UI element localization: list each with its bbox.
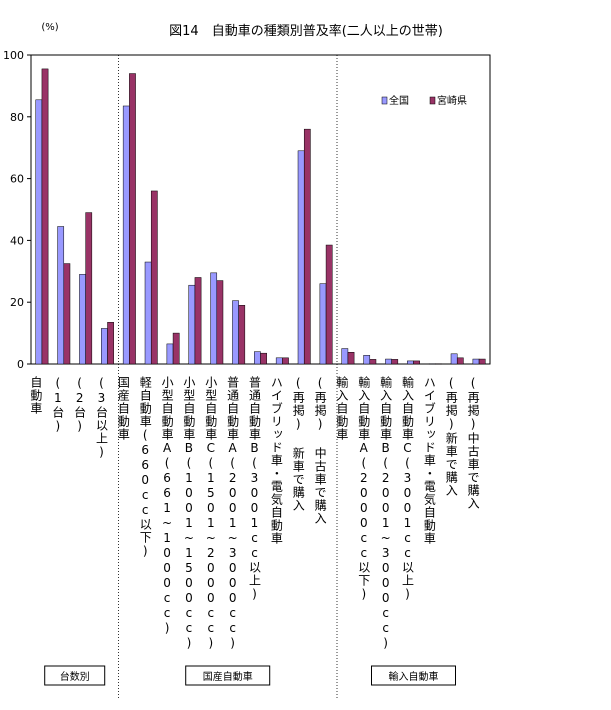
group-label: 台数別 bbox=[60, 670, 90, 683]
legend-swatch bbox=[381, 96, 388, 105]
legend: 全国 宮崎県 bbox=[381, 94, 467, 107]
bar-national bbox=[450, 353, 458, 365]
bar-national bbox=[254, 351, 261, 365]
x-tick-label: 小型自動車B(1001~1500cc) bbox=[182, 376, 196, 651]
x-tick-label: 自動車 bbox=[29, 376, 43, 415]
bar-national bbox=[428, 363, 436, 365]
bar-miyazaki bbox=[369, 359, 377, 365]
x-tick-label: 小型自動車C(1501~2000cc) bbox=[204, 376, 218, 651]
bar-national bbox=[297, 150, 305, 365]
x-tick-label: (再掲)中古車で購入 bbox=[466, 376, 480, 510]
bar-national bbox=[101, 328, 108, 365]
bar-miyazaki bbox=[41, 68, 49, 365]
bar-national bbox=[122, 105, 130, 365]
group-separators bbox=[118, 55, 338, 700]
bar-miyazaki bbox=[413, 360, 420, 365]
y-tick-label: 80 bbox=[10, 111, 24, 124]
x-tick-label: (再掲) 新車で購入 bbox=[291, 376, 305, 512]
x-tick-label: 輸入自動車B(2001~3000cc) bbox=[379, 375, 393, 651]
plot-area bbox=[30, 54, 491, 365]
x-tick-label: (3台以上) bbox=[95, 376, 109, 460]
bar-miyazaki bbox=[150, 190, 158, 365]
y-axis: 0 20 40 60 80 100 bbox=[3, 49, 31, 371]
x-tick-label: 輸入自動車C(3001cc以上) bbox=[401, 375, 415, 602]
bar-miyazaki bbox=[216, 280, 224, 365]
bar-miyazaki bbox=[238, 305, 246, 365]
bar-miyazaki bbox=[63, 263, 71, 365]
chart-title: 図14 自動車の種類別普及率(二人以上の世帯) bbox=[169, 23, 443, 39]
y-tick-label: 60 bbox=[10, 173, 24, 186]
bar-miyazaki bbox=[303, 128, 311, 365]
y-tick-label: 40 bbox=[10, 234, 24, 247]
x-tick-label: (2台) bbox=[73, 376, 87, 434]
bar-miyazaki bbox=[129, 73, 136, 365]
group-labels: 台数別 国産自動車 輸入自動車 bbox=[44, 665, 456, 686]
bar-national bbox=[363, 355, 371, 365]
bar-national bbox=[319, 283, 327, 365]
bar-national bbox=[232, 300, 239, 365]
x-tick-label: 輸入自動車 bbox=[335, 375, 349, 441]
bar-national bbox=[472, 358, 480, 365]
x-tick-label: 輸入自動車A(2000cc以下) bbox=[357, 375, 371, 602]
legend-label: 全国 bbox=[389, 94, 409, 107]
bar-miyazaki bbox=[194, 277, 202, 365]
x-tick-label: 国産自動車 bbox=[116, 376, 130, 441]
bar-miyazaki bbox=[107, 322, 114, 365]
y-tick-label: 20 bbox=[10, 296, 24, 309]
legend-label: 宮崎県 bbox=[437, 94, 467, 107]
group-label-box bbox=[185, 665, 271, 686]
group-label: 輸入自動車 bbox=[389, 670, 439, 683]
bar-national bbox=[275, 357, 283, 365]
bar-miyazaki bbox=[478, 358, 486, 365]
bar-national bbox=[407, 360, 414, 365]
bar-national bbox=[188, 284, 196, 365]
x-tick-label: 普通自動車B(3001cc以上) bbox=[248, 376, 262, 602]
bar-national bbox=[144, 261, 152, 365]
bar-national bbox=[35, 99, 43, 365]
group-label-box bbox=[371, 665, 456, 686]
legend-swatch bbox=[429, 96, 436, 105]
x-tick-label: 普通自動車A(2001~3000cc) bbox=[226, 376, 240, 651]
bar-national bbox=[341, 348, 349, 365]
y-tick-label: 100 bbox=[3, 49, 24, 62]
group-label-box bbox=[44, 665, 106, 686]
bar-miyazaki bbox=[347, 352, 355, 365]
y-tick-label: 0 bbox=[17, 358, 24, 371]
x-tick-label: ハイブリッド車・電気自動車 bbox=[269, 376, 283, 545]
x-tick-label: (1台) bbox=[51, 376, 65, 434]
x-tick-label: ハイブリッド車・電気自動車 bbox=[422, 376, 436, 545]
bar-miyazaki bbox=[260, 352, 267, 365]
x-tick-label: (再掲)新車で購入 bbox=[444, 376, 458, 497]
bar-national bbox=[210, 272, 218, 365]
bar-national bbox=[79, 274, 86, 365]
group-label: 国産自動車 bbox=[203, 670, 253, 683]
x-tick-label: 軽自動車(660cc以下) bbox=[138, 376, 152, 559]
y-unit-label: (%) bbox=[41, 22, 58, 33]
bar-national bbox=[57, 226, 65, 365]
x-tick-label: (再掲) 中古車で購入 bbox=[313, 376, 327, 525]
x-axis-labels: 自動車 (1台) (2台) (3台以上) 国産自動車 軽自動車(660cc以下) 小型自動車… bbox=[29, 375, 480, 651]
bar-national bbox=[166, 343, 174, 365]
bar-miyazaki bbox=[282, 357, 289, 365]
bar-miyazaki bbox=[325, 244, 333, 365]
bar-miyazaki bbox=[85, 212, 93, 365]
x-tick-label: 小型自動車A(661~1000cc) bbox=[160, 376, 174, 636]
bars bbox=[35, 68, 486, 365]
bar-miyazaki bbox=[435, 363, 442, 365]
bar-national bbox=[385, 358, 392, 365]
bar-miyazaki bbox=[172, 332, 180, 365]
bar-miyazaki bbox=[391, 359, 399, 365]
bar-miyazaki bbox=[456, 357, 464, 365]
